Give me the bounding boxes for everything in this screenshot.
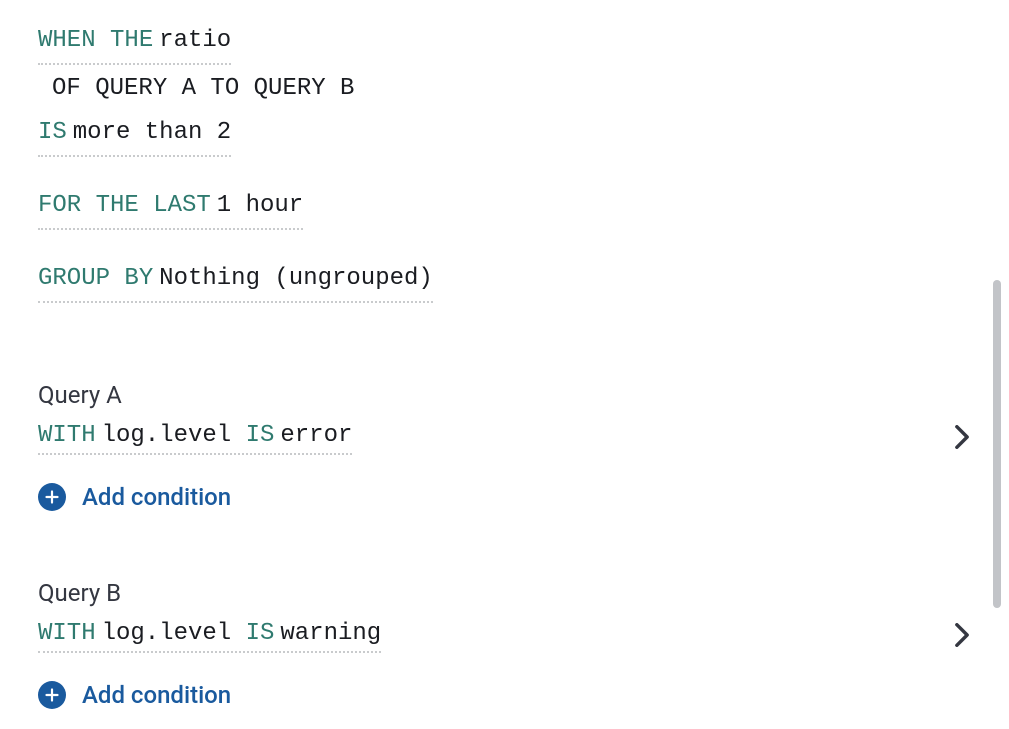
add-condition-button[interactable]: Add condition	[38, 483, 971, 511]
query-b-expression[interactable]: WITH log.level IS warning	[38, 617, 381, 653]
query-b-is-keyword: IS	[246, 620, 275, 647]
add-condition-label: Add condition	[82, 681, 231, 709]
chevron-right-icon[interactable]	[955, 623, 971, 647]
query-b-with-keyword: WITH	[38, 620, 96, 647]
when-clause[interactable]: WHEN THE ratio	[38, 20, 231, 65]
add-condition-label: Add condition	[82, 483, 231, 511]
when-value: ratio	[159, 27, 231, 54]
group-by-clause[interactable]: GROUP BY Nothing (ungrouped)	[38, 258, 433, 303]
is-keyword: IS	[38, 119, 67, 146]
query-b-title: Query B	[38, 579, 971, 607]
query-a-title: Query A	[38, 381, 971, 409]
is-value: more than 2	[73, 119, 231, 146]
query-a-is-keyword: IS	[246, 422, 275, 449]
for-value: 1 hour	[217, 192, 303, 219]
query-b-field: log.level	[102, 620, 246, 647]
group-by-keyword: GROUP BY	[38, 265, 153, 292]
chevron-right-icon[interactable]	[955, 425, 971, 449]
of-query-line: OF QUERY A TO QUERY B	[38, 75, 971, 102]
query-a-with-keyword: WITH	[38, 422, 96, 449]
group-by-value: Nothing (ungrouped)	[159, 265, 433, 292]
query-a-value: error	[280, 422, 352, 449]
add-condition-button[interactable]: Add condition	[38, 681, 971, 709]
query-b-section: Query B WITH log.level IS warning Add co…	[38, 579, 971, 709]
when-keyword: WHEN THE	[38, 27, 153, 54]
plus-circle-icon	[38, 681, 66, 709]
plus-circle-icon	[38, 483, 66, 511]
for-clause[interactable]: FOR THE LAST 1 hour	[38, 185, 303, 230]
is-clause[interactable]: IS more than 2	[38, 112, 231, 157]
query-a-field: log.level	[102, 422, 246, 449]
query-b-value: warning	[280, 620, 381, 647]
query-a-section: Query A WITH log.level IS error Add cond…	[38, 381, 971, 511]
scrollbar[interactable]	[993, 280, 1001, 608]
for-keyword: FOR THE LAST	[38, 192, 211, 219]
query-a-expression[interactable]: WITH log.level IS error	[38, 419, 352, 455]
